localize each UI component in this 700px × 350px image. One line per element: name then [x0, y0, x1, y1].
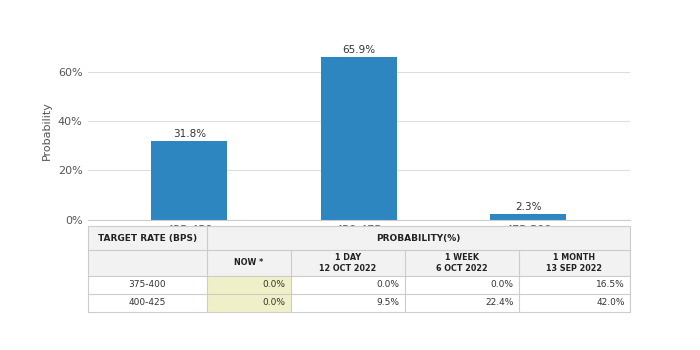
Bar [490, 214, 566, 220]
FancyBboxPatch shape [207, 276, 291, 294]
Text: 0.0%: 0.0% [262, 280, 286, 289]
FancyBboxPatch shape [88, 250, 630, 276]
X-axis label: Target Rate (in bps): Target Rate (in bps) [304, 240, 414, 250]
Text: 1 WEEK
6 OCT 2022: 1 WEEK 6 OCT 2022 [436, 253, 488, 273]
Y-axis label: Probability: Probability [42, 102, 52, 160]
Text: 0.0%: 0.0% [491, 280, 513, 289]
Text: 42.0%: 42.0% [596, 298, 624, 307]
Bar [151, 141, 228, 220]
Bar [321, 57, 397, 220]
Text: 16.5%: 16.5% [596, 280, 624, 289]
Text: 375-400: 375-400 [128, 280, 166, 289]
Text: 0.0%: 0.0% [377, 280, 400, 289]
Text: NOW *: NOW * [234, 258, 263, 267]
FancyBboxPatch shape [207, 294, 291, 312]
Text: 31.8%: 31.8% [173, 129, 206, 139]
Text: 1 DAY
12 OCT 2022: 1 DAY 12 OCT 2022 [319, 253, 377, 273]
Text: 65.9%: 65.9% [342, 45, 375, 55]
Text: 22.4%: 22.4% [485, 298, 513, 307]
Text: 1 MONTH
13 SEP 2022: 1 MONTH 13 SEP 2022 [547, 253, 603, 273]
Text: 0.0%: 0.0% [262, 298, 286, 307]
Text: 2.3%: 2.3% [515, 202, 542, 212]
Text: PROBABILITY(%): PROBABILITY(%) [376, 234, 461, 243]
Text: TARGET RATE (BPS): TARGET RATE (BPS) [97, 234, 197, 243]
Text: 9.5%: 9.5% [377, 298, 400, 307]
Text: 400-425: 400-425 [129, 298, 166, 307]
FancyBboxPatch shape [88, 226, 630, 250]
